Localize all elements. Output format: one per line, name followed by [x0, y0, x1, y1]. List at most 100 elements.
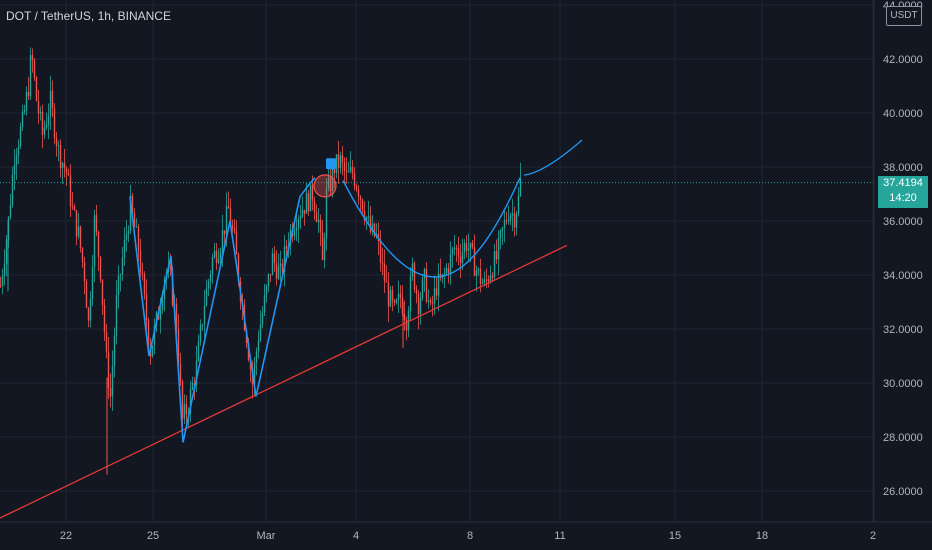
- candle-body: [501, 227, 504, 231]
- price-scale[interactable]: [874, 0, 932, 522]
- candle-body: [361, 199, 364, 211]
- time-tick-label: 25: [147, 530, 159, 542]
- candle-body: [189, 389, 192, 414]
- candle-body: [117, 275, 120, 296]
- candle-body: [515, 213, 518, 228]
- candle-body: [277, 266, 280, 279]
- candle-body: [389, 290, 392, 307]
- time-tick-label: 4: [353, 530, 359, 542]
- candle-body: [233, 228, 236, 232]
- candle-body: [409, 276, 412, 312]
- candle-body: [281, 263, 284, 273]
- candle-body: [43, 127, 46, 135]
- candle-body: [5, 239, 8, 264]
- candle-body: [237, 254, 240, 282]
- candle-body: [469, 242, 472, 249]
- candle-body: [53, 108, 56, 139]
- candle-body: [91, 267, 94, 299]
- candle-body: [103, 304, 106, 333]
- candle-body: [97, 231, 100, 257]
- candle-body: [455, 247, 458, 249]
- candle-body: [231, 225, 234, 229]
- candle-body: [321, 231, 324, 261]
- candle-body: [301, 210, 304, 217]
- candle-body: [495, 251, 498, 260]
- candle-body: [343, 162, 346, 171]
- candle-body: [213, 250, 216, 258]
- candle-body: [305, 193, 308, 214]
- price-axis-labels: 26.0000 28.0000 30.0000 32.0000 34.0000 36.00…: [883, 0, 923, 498]
- candle-body: [95, 215, 98, 232]
- candle-body: [73, 206, 76, 211]
- candle-body: [179, 364, 182, 382]
- price-tick-label: 28.0000: [883, 432, 923, 444]
- projection-curve: [523, 139, 583, 176]
- candle-body: [419, 298, 422, 315]
- candle-body: [297, 219, 300, 228]
- candle-body: [379, 240, 382, 263]
- candle-body: [473, 247, 476, 276]
- candle-body: [269, 274, 272, 276]
- candle-body: [93, 215, 96, 268]
- candle-body: [329, 177, 332, 192]
- candle-body: [483, 279, 486, 283]
- candle-body: [351, 167, 354, 174]
- candle-body: [41, 111, 44, 135]
- candle-body: [29, 55, 32, 97]
- candle-body: [229, 208, 232, 226]
- candle-body: [421, 278, 424, 299]
- candle-body: [507, 219, 510, 222]
- candle-body: [331, 167, 334, 192]
- candle-body: [451, 248, 454, 254]
- candle-body: [475, 270, 478, 276]
- candle-body: [479, 268, 482, 284]
- candle-body: [435, 288, 438, 296]
- price-tick-label: 34.0000: [883, 270, 923, 282]
- candle-body: [159, 309, 162, 320]
- candle-body: [57, 145, 60, 147]
- candle-body: [499, 230, 502, 238]
- candle-body: [513, 213, 516, 228]
- candle-body: [203, 305, 206, 325]
- candle-body: [471, 242, 474, 248]
- grid-lines: [0, 0, 874, 522]
- candle-body: [83, 261, 86, 282]
- candle-body: [33, 60, 36, 78]
- candle-body: [405, 319, 408, 331]
- time-tick-label: 11: [554, 530, 565, 542]
- candle-body: [337, 154, 340, 168]
- candle-body: [259, 324, 262, 341]
- candle-body: [199, 324, 202, 342]
- time-scale[interactable]: [0, 522, 932, 550]
- candle-body: [55, 138, 58, 146]
- candle-body: [197, 341, 200, 361]
- candle-body: [115, 295, 118, 336]
- candle-body: [347, 171, 350, 173]
- candle-body: [247, 343, 250, 361]
- time-tick-label: 18: [756, 530, 768, 542]
- candle-body: [235, 231, 238, 255]
- candle-body: [273, 253, 276, 263]
- time-tick-label: 8: [467, 530, 473, 542]
- candle-body: [257, 340, 260, 352]
- candle-body: [445, 267, 448, 274]
- candle-body: [131, 195, 134, 214]
- drawing-layer[interactable]: [0, 139, 874, 519]
- candle-body: [349, 167, 352, 172]
- candle-body: [161, 299, 164, 310]
- candle-body: [215, 250, 218, 263]
- candle-body: [261, 312, 264, 325]
- price-tick-label: 30.0000: [883, 378, 923, 390]
- candle-body: [99, 256, 102, 280]
- candle-body: [141, 272, 144, 275]
- candle-body: [283, 246, 286, 273]
- candle-body: [193, 383, 196, 385]
- currency-unit-badge[interactable]: USDT: [886, 6, 922, 26]
- candle-body: [11, 174, 14, 205]
- candle-body: [1, 275, 4, 287]
- candle-body: [255, 351, 258, 363]
- candle-body: [519, 177, 522, 196]
- symbol-title: DOT / TetherUS, 1h, BINANCE: [6, 9, 171, 23]
- candle-body: [373, 223, 376, 236]
